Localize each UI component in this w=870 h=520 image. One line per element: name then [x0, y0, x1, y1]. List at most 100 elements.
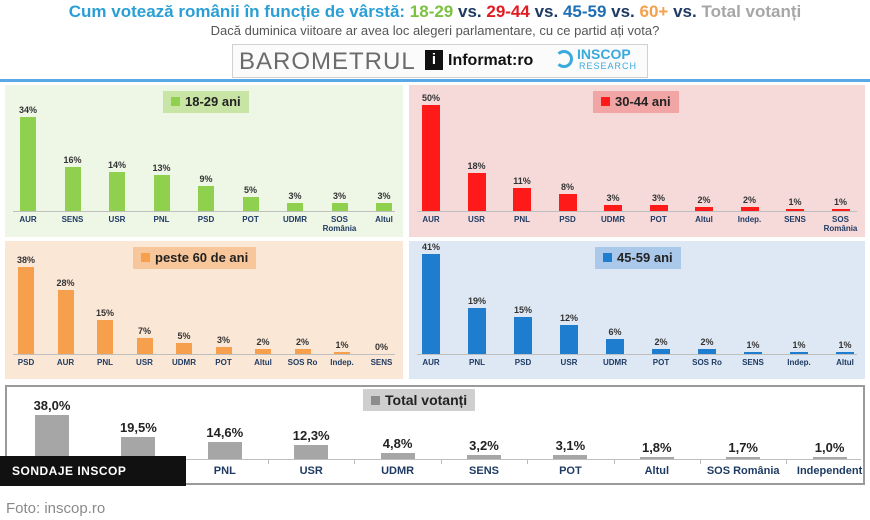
category-label: AUR — [19, 215, 37, 224]
bar — [639, 456, 674, 459]
data-label: 1% — [833, 196, 847, 207]
category-label: Indep. — [330, 358, 354, 367]
data-label: 2% — [654, 337, 668, 348]
category-label: USR — [468, 215, 485, 224]
chart-18-29: 18-29 ani 34% AUR 16% SENS 14% USR 13% PNL 9% PSD… — [5, 85, 403, 237]
chart-title: Cum votează românii în funcție de vârstă… — [0, 2, 870, 22]
panel-label-text: Total votanți — [385, 392, 468, 408]
data-label: 0% — [374, 342, 388, 352]
data-label: 16% — [63, 154, 82, 165]
data-label: 1,0% — [814, 440, 845, 455]
bar — [380, 453, 415, 459]
category-label: UDMR — [601, 215, 625, 224]
data-label: 12% — [559, 312, 578, 323]
bar — [207, 442, 242, 459]
inscop-logo-sub: RESEARCH — [579, 61, 638, 71]
inscop-logo-icon — [555, 50, 573, 68]
category-label: UDMR — [603, 358, 627, 367]
panel-label: 18-29 ani — [163, 91, 249, 113]
category-label: POT — [652, 358, 670, 367]
bar — [64, 166, 81, 211]
panel-label-text: 18-29 ani — [185, 94, 241, 109]
bar — [294, 349, 311, 354]
divider — [0, 79, 870, 82]
data-label: 34% — [18, 104, 37, 115]
brand-banner: BAROMETRUL i Informat:ro INSCOP RESEARCH — [232, 44, 648, 78]
data-label: 8% — [560, 182, 574, 193]
bar — [331, 202, 348, 211]
x-axis — [417, 211, 857, 212]
axis-tick — [354, 459, 356, 464]
axis-tick — [440, 459, 442, 464]
category-label: USR — [560, 358, 578, 367]
axis-tick — [613, 459, 615, 464]
chart-45-59: 45-59 ani 41% AUR 19% PNL 15% PSD 12% USR 6% UDMR… — [409, 241, 865, 379]
category-label: POT — [559, 465, 582, 477]
category-label: Altul — [644, 465, 670, 477]
category-label: PSD — [559, 215, 576, 224]
bar — [422, 105, 440, 211]
bar — [695, 206, 713, 211]
category-label: Indep. — [787, 358, 811, 367]
x-axis — [417, 354, 857, 355]
category-label: PNL — [469, 358, 485, 367]
chart-60-plus: peste 60 de ani 38% PSD 28% AUR 15% PNL 7% USR 5… — [5, 241, 403, 379]
bar — [836, 351, 854, 354]
category-label: UDMR — [283, 215, 307, 224]
axis-tick — [268, 459, 269, 464]
bar — [121, 436, 156, 459]
panel-label: 45-59 ani — [595, 247, 681, 269]
panel-label-text: 45-59 ani — [617, 250, 673, 265]
bar — [698, 349, 716, 354]
bar — [649, 204, 668, 211]
data-label: 41% — [421, 242, 440, 252]
category-label: USR — [136, 358, 153, 367]
title-part: vs. — [606, 2, 640, 21]
data-label: 2% — [256, 337, 270, 348]
chart-30-44: 30-44 ani 50% AUR 18% USR 11% PNL 8% PSD 3% UDMR 3… — [409, 85, 865, 237]
data-label: 15% — [95, 307, 114, 318]
data-label: 1% — [788, 196, 802, 207]
data-label: 2% — [700, 337, 714, 348]
category-label: Altul — [836, 358, 854, 367]
panel-label-text: peste 60 de ani — [155, 250, 249, 265]
bar — [35, 415, 69, 459]
data-label: 3,1% — [555, 438, 586, 454]
bar — [294, 444, 329, 459]
data-label: 11% — [513, 175, 531, 186]
bar — [740, 206, 759, 211]
bar — [422, 254, 440, 354]
inscop-logo: INSCOP — [577, 46, 631, 62]
bar — [558, 194, 577, 211]
bar — [790, 351, 808, 354]
data-label: 3% — [651, 192, 665, 203]
category-label: POT — [650, 215, 667, 224]
category-label: POT — [242, 215, 259, 224]
category-label: Indep. — [737, 215, 762, 224]
bar — [242, 197, 259, 211]
data-label: 3% — [606, 192, 620, 203]
category-label: SENS — [784, 215, 806, 224]
bar — [109, 172, 125, 211]
category-label: PSD — [17, 358, 35, 367]
data-label: 2% — [295, 337, 309, 348]
bar — [652, 349, 670, 354]
title-part: 60+ — [639, 2, 669, 21]
bar — [467, 455, 501, 459]
data-label: 1% — [838, 339, 852, 350]
sondaje-badge: SONDAJE INSCOP — [0, 456, 186, 486]
x-axis — [9, 459, 861, 460]
data-label: 3% — [216, 335, 230, 346]
axis-tick — [786, 459, 788, 464]
category-label: UDMR — [172, 358, 196, 367]
bar — [215, 347, 232, 354]
data-label: 1% — [792, 339, 806, 350]
category-label: SENS — [61, 215, 84, 224]
category-label: UDMR — [381, 465, 415, 477]
bar — [97, 319, 113, 354]
data-label: 38,0% — [33, 398, 71, 414]
category-label: AUR — [56, 358, 75, 367]
x-axis — [13, 211, 395, 212]
data-label: 14,6% — [206, 425, 244, 441]
panel-label: peste 60 de ani — [133, 247, 257, 269]
